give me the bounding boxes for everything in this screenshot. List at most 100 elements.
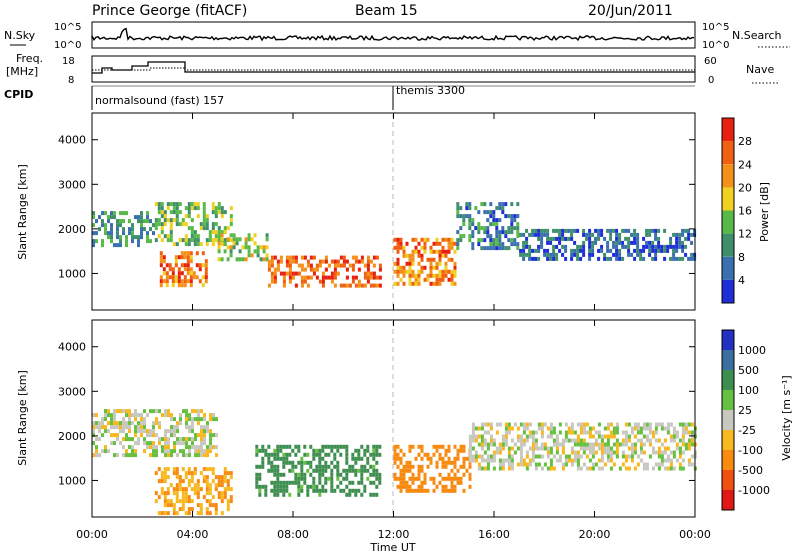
velocity-cell [660, 426, 664, 431]
velocity-cell [468, 454, 472, 459]
velocity-cell [146, 429, 149, 434]
velocity-cell [276, 480, 280, 485]
freq-tick-top: 18 [62, 56, 75, 67]
colorbar-swatch [722, 233, 734, 257]
power-cell [357, 279, 361, 284]
power-cell [157, 234, 161, 239]
velocity-cell [146, 441, 149, 446]
power-cell [657, 244, 661, 249]
power-cell [211, 222, 215, 227]
velocity-cell [591, 450, 595, 455]
power-cell [351, 279, 355, 284]
velocity-cell [651, 450, 655, 455]
power-cell [552, 236, 556, 241]
velocity-cell [408, 448, 412, 453]
colorbar-swatch [722, 210, 734, 234]
power-cell [178, 202, 182, 207]
velocity-cell [642, 434, 646, 439]
velocity-cell [226, 479, 230, 484]
velocity-cell [636, 430, 640, 435]
velocity-cell [336, 472, 340, 477]
velocity-cell [270, 452, 274, 457]
velocity-cell [375, 452, 379, 457]
velocity-cell [185, 417, 188, 422]
power-cell [618, 232, 622, 237]
velocity-cell [351, 468, 355, 473]
velocity-cell [92, 413, 95, 418]
velocity-cell [98, 421, 101, 426]
power-cell [651, 228, 655, 233]
power-cell [501, 210, 505, 215]
velocity-cell [152, 449, 155, 454]
velocity-cell [372, 464, 376, 469]
velocity-cell [318, 472, 322, 477]
velocity-cell [405, 460, 409, 465]
power-cell [146, 235, 149, 240]
power-cell [624, 228, 628, 233]
power-cell [492, 210, 496, 215]
power-cell [95, 219, 98, 224]
power-cell [183, 255, 187, 260]
power-cell [447, 245, 451, 250]
power-cell [456, 230, 460, 235]
power-cell [519, 232, 523, 237]
velocity-cell [172, 511, 176, 516]
velocity-cell [627, 422, 631, 427]
velocity-cell [318, 456, 322, 461]
velocity-cell [420, 456, 424, 461]
velocity-cell [357, 480, 361, 485]
velocity-cell [122, 429, 125, 434]
velocity-cell [206, 421, 209, 426]
velocity-cell [687, 462, 691, 467]
velocity-cell [324, 452, 328, 457]
power-cell [438, 269, 442, 274]
power-cell [204, 263, 208, 268]
velocity-cell [519, 434, 523, 439]
velocity-cell [453, 460, 457, 465]
velocity-cell [276, 464, 280, 469]
power-cell [579, 244, 583, 249]
velocity-cell [285, 452, 289, 457]
velocity-cell [678, 454, 682, 459]
velocity-cell [357, 456, 361, 461]
power-cell [429, 265, 433, 270]
power-cell [154, 226, 158, 231]
velocity-cell [255, 476, 259, 481]
velocity-cell [131, 445, 134, 450]
velocity-cell [678, 422, 682, 427]
velocity-cell [190, 507, 194, 512]
noise-right-tick-top: 10^5 [702, 22, 729, 33]
velocity-cell [160, 511, 164, 516]
power-cell [402, 265, 406, 270]
velocity-cell [282, 464, 286, 469]
power-cell [282, 271, 286, 276]
power-cell [270, 259, 274, 264]
velocity-cell [294, 464, 298, 469]
power-cell [501, 246, 505, 251]
velocity-cell [282, 452, 286, 457]
power-cell [351, 275, 355, 280]
power-cell [217, 249, 221, 254]
velocity-cell [155, 449, 158, 454]
velocity-cell [540, 434, 544, 439]
power-cell [429, 269, 433, 274]
velocity-cell [660, 462, 664, 467]
velocity-cell [630, 454, 634, 459]
power-cell [435, 261, 439, 266]
velocity-cell [606, 426, 610, 431]
velocity-cell [175, 495, 179, 500]
velocity-cell [612, 462, 616, 467]
power-cell [438, 273, 442, 278]
power-cell [498, 230, 502, 235]
velocity-cell [588, 434, 592, 439]
power-cell [159, 275, 163, 280]
velocity-cell [666, 458, 670, 463]
power-cell [180, 279, 184, 284]
velocity-cell [167, 413, 170, 418]
power-cell [363, 283, 367, 288]
power-cell [193, 206, 197, 211]
velocity-cell [372, 448, 376, 453]
power-cell [558, 236, 562, 241]
power-cell [564, 244, 568, 249]
power-cell [267, 267, 271, 272]
